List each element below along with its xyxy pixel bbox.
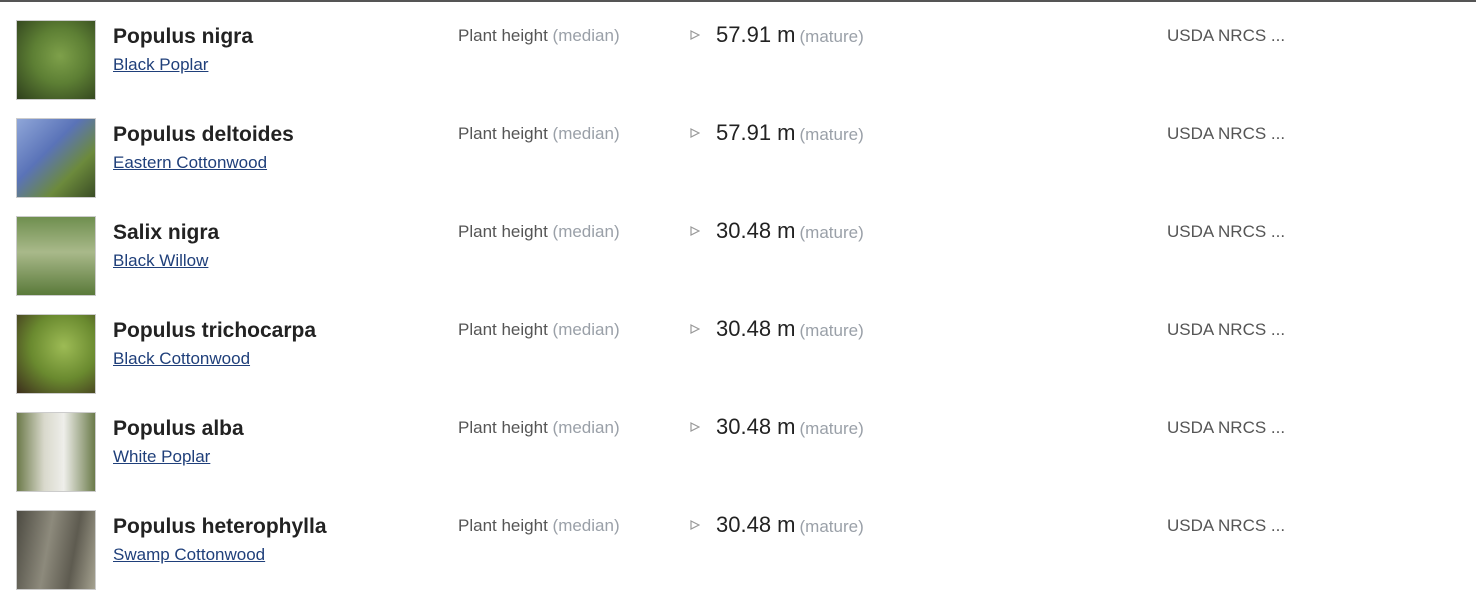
result-row: Populus trichocarpa Black Cottonwood Plant… xyxy=(0,310,1476,408)
source: USDA NRCS ... xyxy=(1167,124,1285,144)
results-list: Populus nigra Black Poplar Plant height (m… xyxy=(0,0,1476,583)
attribute-qualifier: (median) xyxy=(553,418,620,437)
common-name-link[interactable]: Eastern Cottonwood xyxy=(113,153,267,173)
attribute-qualifier: (median) xyxy=(553,26,620,45)
result-row: Populus alba White Poplar Plant height (me… xyxy=(0,408,1476,506)
source: USDA NRCS ... xyxy=(1167,320,1285,340)
attribute-qualifier: (median) xyxy=(553,516,620,535)
measurement-value: 30.48 m xyxy=(716,316,796,341)
attribute-name: Plant height xyxy=(458,124,548,143)
scientific-name: Populus deltoides xyxy=(113,123,294,147)
attribute: Plant height (median) xyxy=(458,124,620,144)
attribute-name: Plant height xyxy=(458,222,548,241)
measurement-value: 30.48 m xyxy=(716,218,796,243)
measurement: 57.91 m(mature) xyxy=(716,120,864,146)
result-row: Populus deltoides Eastern Cottonwood Plant… xyxy=(0,114,1476,212)
scientific-name: Populus heterophylla xyxy=(113,515,327,539)
attribute-name: Plant height xyxy=(458,418,548,437)
life-stage: (mature) xyxy=(800,223,864,242)
life-stage: (mature) xyxy=(800,321,864,340)
source: USDA NRCS ... xyxy=(1167,516,1285,536)
result-row: Populus nigra Black Poplar Plant height (m… xyxy=(0,16,1476,114)
thumbnail xyxy=(16,510,96,590)
common-name-link[interactable]: Black Cottonwood xyxy=(113,349,250,369)
source: USDA NRCS ... xyxy=(1167,26,1285,46)
attribute: Plant height (median) xyxy=(458,320,620,340)
thumbnail xyxy=(16,412,96,492)
expand-triangle[interactable] xyxy=(690,520,700,530)
attribute: Plant height (median) xyxy=(458,516,620,536)
measurement: 57.91 m(mature) xyxy=(716,22,864,48)
attribute-name: Plant height xyxy=(458,516,548,535)
scientific-name: Salix nigra xyxy=(113,221,219,245)
life-stage: (mature) xyxy=(800,125,864,144)
measurement-value: 30.48 m xyxy=(716,512,796,537)
expand-triangle[interactable] xyxy=(690,226,700,236)
life-stage: (mature) xyxy=(800,517,864,536)
result-row: Salix nigra Black Willow Plant height (med… xyxy=(0,212,1476,310)
measurement: 30.48 m(mature) xyxy=(716,512,864,538)
measurement: 30.48 m(mature) xyxy=(716,218,864,244)
scientific-name: Populus nigra xyxy=(113,25,253,49)
expand-triangle[interactable] xyxy=(690,324,700,334)
thumbnail xyxy=(16,20,96,100)
life-stage: (mature) xyxy=(800,27,864,46)
measurement: 30.48 m(mature) xyxy=(716,414,864,440)
thumbnail xyxy=(16,118,96,198)
life-stage: (mature) xyxy=(800,419,864,438)
result-row: Populus heterophylla Swamp Cottonwood Plan… xyxy=(0,506,1476,604)
expand-triangle[interactable] xyxy=(690,128,700,138)
expand-triangle[interactable] xyxy=(690,422,700,432)
attribute: Plant height (median) xyxy=(458,26,620,46)
scientific-name: Populus alba xyxy=(113,417,244,441)
attribute-qualifier: (median) xyxy=(553,320,620,339)
common-name-link[interactable]: Black Poplar xyxy=(113,55,208,75)
thumbnail xyxy=(16,314,96,394)
thumbnail xyxy=(16,216,96,296)
common-name-link[interactable]: Black Willow xyxy=(113,251,208,271)
attribute: Plant height (median) xyxy=(458,418,620,438)
attribute-name: Plant height xyxy=(458,26,548,45)
attribute-qualifier: (median) xyxy=(553,222,620,241)
scientific-name: Populus trichocarpa xyxy=(113,319,316,343)
measurement-value: 57.91 m xyxy=(716,22,796,47)
attribute: Plant height (median) xyxy=(458,222,620,242)
attribute-name: Plant height xyxy=(458,320,548,339)
measurement-value: 30.48 m xyxy=(716,414,796,439)
source: USDA NRCS ... xyxy=(1167,222,1285,242)
source: USDA NRCS ... xyxy=(1167,418,1285,438)
measurement: 30.48 m(mature) xyxy=(716,316,864,342)
expand-triangle[interactable] xyxy=(690,30,700,40)
common-name-link[interactable]: Swamp Cottonwood xyxy=(113,545,265,565)
measurement-value: 57.91 m xyxy=(716,120,796,145)
attribute-qualifier: (median) xyxy=(553,124,620,143)
common-name-link[interactable]: White Poplar xyxy=(113,447,210,467)
